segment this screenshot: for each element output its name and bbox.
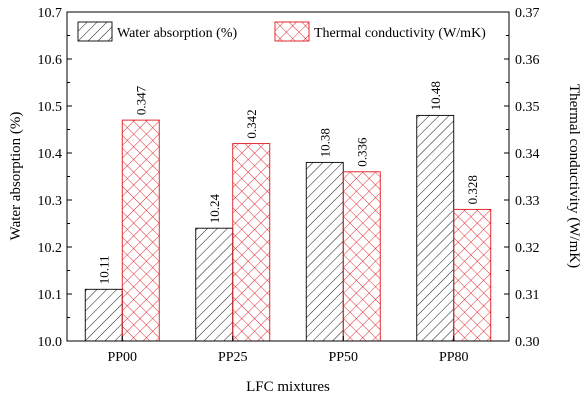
left-tick-label: 10.7 <box>38 6 63 21</box>
bar-water-absorption <box>416 114 455 342</box>
left-tick-label: 10.4 <box>38 147 63 162</box>
left-axis-label: Water absorption (%) <box>8 112 24 241</box>
bar-thermal-conductivity <box>232 143 271 342</box>
data-label-thermal-conductivity: 0.347 <box>134 85 149 115</box>
right-tick-label: 0.34 <box>515 147 540 162</box>
right-tick-label: 0.31 <box>515 288 540 303</box>
x-axis-label: LFC mixtures <box>246 379 330 395</box>
data-label-water-absorption: 10.24 <box>207 193 222 223</box>
data-label-thermal-conductivity: 0.342 <box>244 109 259 138</box>
x-tick-label: PP50 <box>328 350 358 365</box>
legend-label-thermal-conductivity: Thermal conductivity (W/mK) <box>314 26 486 41</box>
bars-layer <box>84 114 492 342</box>
left-tick-label: 10.6 <box>38 53 63 68</box>
legend: Water absorption (%) Thermal conductivit… <box>77 21 486 42</box>
right-tick-label: 0.32 <box>515 241 540 256</box>
left-tick-label: 10.3 <box>38 194 63 209</box>
data-label-water-absorption: 10.48 <box>428 81 443 110</box>
x-tick-label: PP80 <box>439 350 469 365</box>
left-axis-ticks: 10.0 10.1 10.2 10.3 10.4 10.5 10.6 10.7 <box>38 6 72 350</box>
left-tick-label: 10.2 <box>38 241 63 256</box>
right-tick-label: 0.30 <box>515 335 540 350</box>
right-axis-label: Thermal conductivity (W/mK) <box>566 84 582 268</box>
right-tick-label: 0.37 <box>515 6 540 21</box>
bar-labels-layer: 10.11 0.347 10.24 0.342 10.38 0.336 10.48 0.328 <box>97 81 481 284</box>
bar-thermal-conductivity <box>342 171 381 342</box>
data-label-thermal-conductivity: 0.328 <box>465 175 480 204</box>
left-tick-label: 10.0 <box>38 335 63 350</box>
right-axis-ticks: 0.30 0.31 0.32 0.33 0.34 0.35 0.36 0.37 <box>504 6 540 350</box>
right-tick-label: 0.35 <box>515 100 540 115</box>
right-tick-label: 0.33 <box>515 194 540 209</box>
legend-swatch-thermal-conductivity <box>274 21 310 42</box>
x-axis-ticks: PP00 PP25 PP50 PP80 <box>107 336 469 365</box>
legend-swatch-water-absorption <box>77 21 113 42</box>
data-label-thermal-conductivity: 0.336 <box>355 137 370 167</box>
bar-water-absorption <box>84 288 123 342</box>
bar-water-absorption <box>195 227 234 342</box>
right-tick-label: 0.36 <box>515 53 540 68</box>
legend-label-water-absorption: Water absorption (%) <box>117 26 238 41</box>
bar-thermal-conductivity <box>453 208 492 342</box>
x-tick-label: PP25 <box>218 350 248 365</box>
left-tick-label: 10.1 <box>38 288 63 303</box>
left-tick-label: 10.5 <box>38 100 63 115</box>
bar-water-absorption <box>305 161 344 342</box>
data-label-water-absorption: 10.38 <box>318 128 333 157</box>
bar-thermal-conductivity <box>121 119 160 342</box>
x-tick-label: PP00 <box>107 350 137 365</box>
data-label-water-absorption: 10.11 <box>97 256 112 285</box>
